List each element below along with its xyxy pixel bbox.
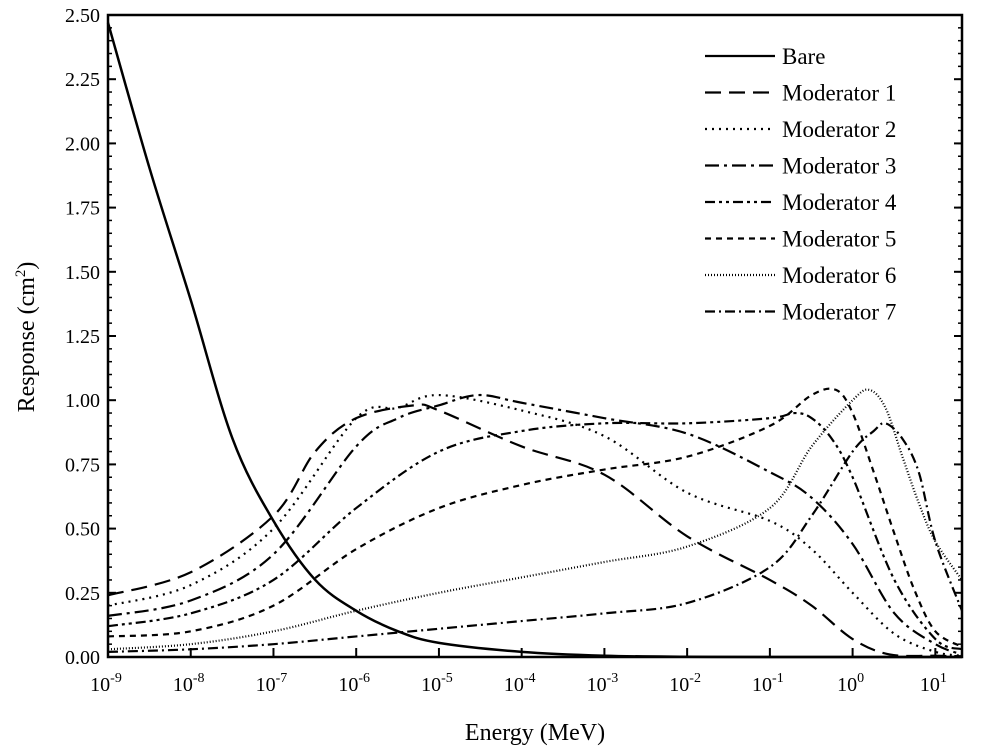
x-tick-base: 10 xyxy=(920,674,940,696)
x-tick-exponent: -7 xyxy=(276,671,288,686)
y-tick-label: 0.50 xyxy=(65,519,100,541)
y-axis-label: Response (cm2) xyxy=(13,262,40,413)
legend-label: Moderator 4 xyxy=(782,190,897,215)
series-line-moderator-1 xyxy=(107,403,963,658)
series-line-bare xyxy=(106,22,963,659)
y-axis-label-end: ) xyxy=(14,262,40,270)
x-tick-base: 10 xyxy=(752,674,772,696)
x-tick-base: 10 xyxy=(504,674,524,696)
y-tick-label: 1.00 xyxy=(65,390,100,412)
y-tick-label: 2.00 xyxy=(65,133,100,155)
x-tick-label: 10-9 xyxy=(90,671,122,696)
legend-label: Moderator 6 xyxy=(782,263,896,288)
plot-frame xyxy=(106,13,964,659)
x-tick-label: 101 xyxy=(920,671,947,696)
x-tick-label: 10-2 xyxy=(669,671,701,696)
y-tick-label: 1.25 xyxy=(65,326,100,348)
legend-label: Moderator 7 xyxy=(782,300,896,325)
x-tick-exponent: -4 xyxy=(524,671,536,686)
series-line-moderator-2 xyxy=(107,393,963,657)
legend-label: Bare xyxy=(782,44,825,69)
x-tick-base: 10 xyxy=(173,674,193,696)
series-line-moderator-7 xyxy=(107,421,964,653)
x-tick-base: 10 xyxy=(338,674,358,696)
x-tick-label: 10-6 xyxy=(338,671,370,696)
series-line-moderator-3 xyxy=(107,393,963,656)
x-tick-base: 10 xyxy=(587,674,607,696)
x-tick-label: 100 xyxy=(837,671,864,696)
x-tick-base: 10 xyxy=(421,674,441,696)
y-tick-label: 0.75 xyxy=(65,454,100,476)
series-line-moderator-6 xyxy=(107,388,963,651)
x-tick-base: 10 xyxy=(669,674,689,696)
series-lines xyxy=(106,22,964,659)
x-tick-label: 10-3 xyxy=(587,671,619,696)
x-tick-label: 10-1 xyxy=(752,671,784,696)
x-tick-exponent: 1 xyxy=(940,671,947,686)
y-axis-label-sup: 2 xyxy=(13,270,29,278)
legend-label: Moderator 3 xyxy=(782,154,896,179)
y-axis-label-main: Response (cm xyxy=(14,277,40,413)
x-tick-label: 10-7 xyxy=(256,671,288,696)
x-tick-label: 10-8 xyxy=(173,671,205,696)
x-tick-exponent: -2 xyxy=(689,671,701,686)
legend-label: Moderator 5 xyxy=(782,227,896,252)
x-tick-base: 10 xyxy=(837,674,857,696)
x-tick-exponent: -6 xyxy=(358,671,370,686)
x-tick-exponent: -5 xyxy=(441,671,453,686)
x-tick-base: 10 xyxy=(90,674,110,696)
series-line-moderator-5 xyxy=(107,387,963,648)
x-tick-exponent: -8 xyxy=(193,671,205,686)
legend-label: Moderator 2 xyxy=(782,117,896,142)
x-tick-exponent: -1 xyxy=(772,671,784,686)
y-tick-label: 1.75 xyxy=(65,198,100,220)
legend: Bare Moderator 1 Moderator 2 Moderator 3 Mod… xyxy=(705,44,897,325)
axes: 0.00 0.25 0.50 0.75 1.00 1.25 1.50 1.75 2.00 2.25… xyxy=(65,5,964,696)
x-tick-label: 10-4 xyxy=(504,671,536,696)
x-tick-base: 10 xyxy=(256,674,276,696)
x-tick-exponent: -9 xyxy=(110,671,122,686)
y-tick-label: 0.25 xyxy=(65,583,100,605)
x-tick-exponent: -3 xyxy=(607,671,619,686)
series-line-moderator-4 xyxy=(107,411,963,651)
x-axis-label: Energy (MeV) xyxy=(465,720,605,746)
y-tick-label: 2.25 xyxy=(65,69,100,91)
y-tick-label: 0.00 xyxy=(65,647,100,669)
y-tick-label: 2.50 xyxy=(65,5,100,27)
y-tick-label: 1.50 xyxy=(65,262,100,284)
x-tick-exponent: 0 xyxy=(857,671,864,686)
x-tick-label: 10-5 xyxy=(421,671,453,696)
legend-label: Moderator 1 xyxy=(782,81,896,106)
